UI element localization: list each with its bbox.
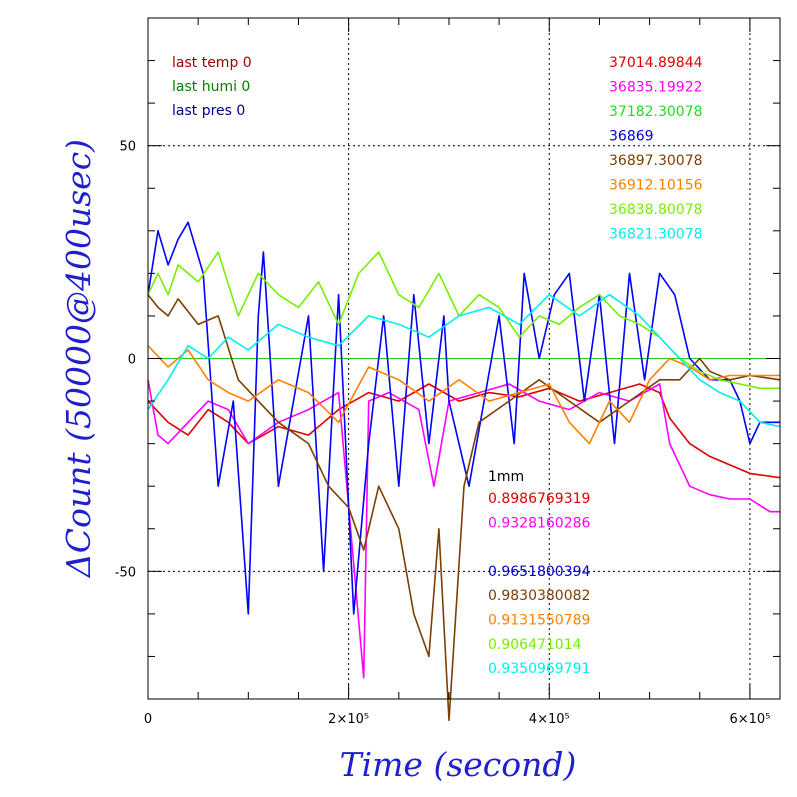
y-axis-title: ΔCount (50000@400usec): [59, 139, 98, 579]
axis-ticks: 0 2×10⁵ 4×10⁵ 6×10⁵ 50 0 -50: [115, 17, 780, 727]
baseline-value: 36897.30078: [609, 153, 703, 169]
x-tick-label: 2×10⁵: [328, 712, 369, 727]
status-label: last pres 0: [172, 103, 245, 119]
y-tick-label: 0: [128, 353, 136, 368]
x-tick-label: 0: [144, 712, 152, 727]
coefficient-legend: 1mm 0.8986769319 0.9328160286 0.9651800394…: [488, 469, 591, 677]
series-line: [147, 345, 780, 445]
y-tick-label: 50: [119, 140, 136, 155]
y-tick-label: -50: [115, 565, 136, 580]
baseline-value-legend: 37014.89844 36835.19922 37182.30078 36869 36…: [609, 55, 703, 243]
status-label: last temp 0: [172, 55, 252, 71]
x-axis-title: Time (second): [340, 745, 577, 784]
coefficient-value: 0.9131550789: [488, 613, 590, 629]
series-line: [147, 294, 781, 722]
coefficient-value: 0.9651800394: [488, 564, 591, 580]
baseline-value: 36835.19922: [609, 80, 703, 96]
plot-series: [147, 221, 781, 722]
coefficient-value: 0.9328160286: [488, 515, 591, 531]
baseline-value: 36821.30078: [609, 227, 703, 243]
status-legend: last temp 0 last humi 0 last pres 0: [172, 55, 252, 119]
baseline-value: 37014.89844: [609, 55, 703, 71]
coefficient-header: 1mm: [488, 469, 524, 485]
baseline-value: 36912.10156: [609, 178, 703, 194]
coefficient-value: 0.9830380082: [488, 588, 590, 604]
coefficient-value: 0.906471014: [488, 637, 582, 653]
baseline-value: 36838.80078: [609, 202, 703, 218]
coefficient-value: 0.8986769319: [488, 491, 590, 507]
x-tick-label: 4×10⁵: [529, 712, 570, 727]
series-line: [147, 221, 780, 615]
baseline-value: 37182.30078: [609, 104, 703, 120]
x-tick-label: 6×10⁵: [729, 712, 770, 727]
status-label: last humi 0: [172, 79, 250, 95]
series-line: [147, 293, 781, 428]
coefficient-value: 0.9350969791: [488, 661, 590, 677]
baseline-value: 36869: [609, 129, 654, 145]
